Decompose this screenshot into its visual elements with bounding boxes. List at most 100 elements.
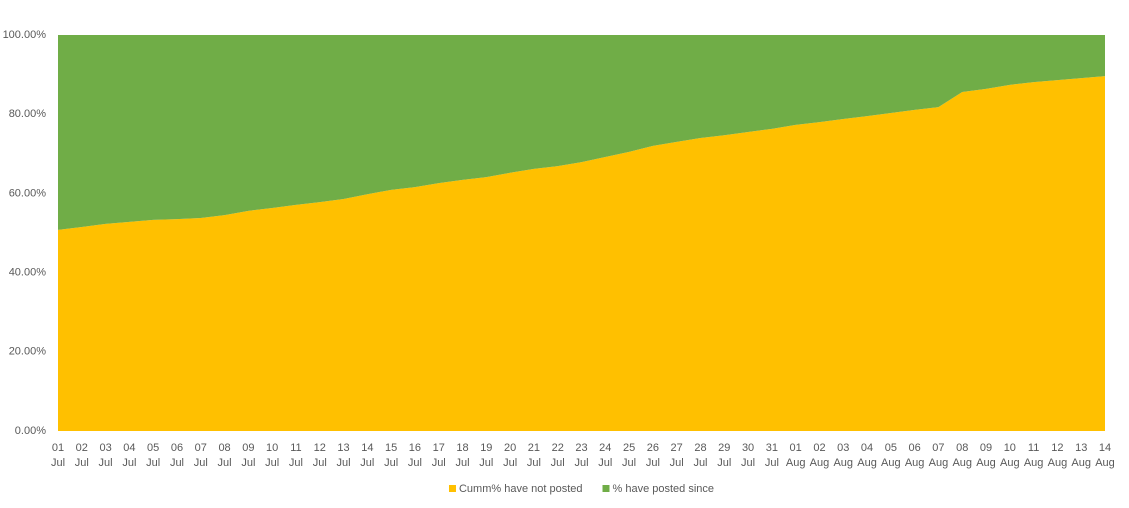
x-tick-label-line: 14 bbox=[361, 442, 373, 454]
x-tick-label: 23 Jul bbox=[574, 442, 588, 469]
x-tick-label-line: 07 bbox=[932, 442, 944, 454]
y-tick-label: 40.00% bbox=[9, 267, 47, 279]
x-tick-label-line: 03 bbox=[99, 442, 111, 454]
x-tick-label: 19 Jul bbox=[479, 442, 493, 469]
x-tick-label-line: 09 bbox=[980, 442, 992, 454]
x-tick-label-line: Aug bbox=[1024, 457, 1044, 469]
y-tick-label: 60.00% bbox=[9, 187, 47, 199]
x-tick-label-line: Aug bbox=[1071, 457, 1091, 469]
x-tick-label-line: Jul bbox=[51, 457, 65, 469]
x-tick-label-line: Jul bbox=[598, 457, 612, 469]
x-tick-label-line: Aug bbox=[881, 457, 901, 469]
x-tick-label-line: Jul bbox=[574, 457, 588, 469]
x-tick-label: 03 Jul bbox=[99, 442, 113, 469]
x-tick-label: 25 Jul bbox=[622, 442, 636, 469]
x-tick-label-line: Jul bbox=[455, 457, 469, 469]
x-tick-label: 22 Jul bbox=[551, 442, 565, 469]
x-tick-label-line: Jul bbox=[432, 457, 446, 469]
x-tick-label-line: Aug bbox=[833, 457, 853, 469]
x-tick-label: 31 Jul bbox=[765, 442, 779, 469]
x-tick-label: 11 Jul bbox=[289, 442, 303, 469]
x-tick-label-line: Jul bbox=[384, 457, 398, 469]
legend: Cumm% have not posted % have posted since bbox=[448, 483, 715, 495]
x-tick-label-line: 13 bbox=[337, 442, 349, 454]
x-tick-label: 09 Jul bbox=[241, 442, 255, 469]
x-tick-label: 21 Jul bbox=[527, 442, 541, 469]
x-tick-label-line: Aug bbox=[976, 457, 996, 469]
y-tick-label: 0.00% bbox=[15, 425, 46, 437]
x-tick-label-line: 16 bbox=[409, 442, 421, 454]
x-tick-label: 04 Aug bbox=[857, 442, 877, 469]
x-tick-label-line: 11 bbox=[290, 442, 301, 454]
x-tick-label-line: 30 bbox=[742, 442, 754, 454]
area bbox=[58, 35, 1105, 230]
x-tick-label-line: Jul bbox=[146, 457, 160, 469]
y-tick-label: 80.00% bbox=[9, 108, 47, 120]
x-tick-label-line: 22 bbox=[552, 442, 564, 454]
x-tick-label-line: Jul bbox=[527, 457, 541, 469]
x-tick-label-line: Jul bbox=[360, 457, 374, 469]
area bbox=[58, 76, 1105, 432]
x-tick-label: 12 Aug bbox=[1048, 442, 1068, 469]
x-tick-label-line: Jul bbox=[122, 457, 136, 469]
x-tick-label: 07 Aug bbox=[929, 442, 949, 469]
x-tick-label: 06 Jul bbox=[170, 442, 184, 469]
x-tick-label-line: Jul bbox=[313, 457, 327, 469]
x-tick-label-line: 08 bbox=[956, 442, 968, 454]
x-tick-label-line: 02 bbox=[813, 442, 825, 454]
x-tick-label-line: Jul bbox=[551, 457, 565, 469]
x-tick-label-line: 10 bbox=[1004, 442, 1016, 454]
x-tick-label: 08 Aug bbox=[952, 442, 972, 469]
x-tick-label: 15 Jul bbox=[384, 442, 398, 469]
x-tick-label: 16 Jul bbox=[408, 442, 422, 469]
x-tick-label: 07 Jul bbox=[194, 442, 208, 469]
y-tick-label: 100.00% bbox=[3, 29, 47, 41]
x-tick-label-line: 02 bbox=[76, 442, 88, 454]
legend-label: Cumm% have not posted bbox=[459, 483, 583, 495]
legend-swatch bbox=[602, 485, 610, 492]
x-tick-label-line: Aug bbox=[929, 457, 949, 469]
x-tick-label-line: Jul bbox=[646, 457, 660, 469]
x-tick-label: 12 Jul bbox=[313, 442, 327, 469]
y-tick-label: 20.00% bbox=[9, 346, 47, 358]
x-tick-label: 18 Jul bbox=[455, 442, 469, 469]
x-tick-label-line: Aug bbox=[1048, 457, 1068, 469]
x-tick-label-line: 25 bbox=[623, 442, 635, 454]
x-tick-label-line: 12 bbox=[314, 442, 326, 454]
x-tick-label: 03 Aug bbox=[833, 442, 853, 469]
x-tick-label-line: Aug bbox=[786, 457, 806, 469]
x-tick-label-line: 03 bbox=[837, 442, 849, 454]
x-tick-label-line: Jul bbox=[194, 457, 208, 469]
x-tick-label-line: Jul bbox=[408, 457, 422, 469]
x-tick-label: 26 Jul bbox=[646, 442, 660, 469]
x-tick-label-line: 12 bbox=[1051, 442, 1063, 454]
x-tick-label-line: 27 bbox=[671, 442, 683, 454]
x-tick-label: 28 Jul bbox=[693, 442, 707, 469]
x-tick-label-line: 15 bbox=[385, 442, 397, 454]
x-tick-label: 06 Aug bbox=[905, 442, 925, 469]
x-tick-label: 13 Jul bbox=[337, 442, 351, 469]
x-tick-label: 30 Jul bbox=[741, 442, 755, 469]
x-tick-label-line: Jul bbox=[693, 457, 707, 469]
x-tick-label-line: 06 bbox=[909, 442, 921, 454]
x-tick-label-line: Jul bbox=[765, 457, 779, 469]
x-tick-label-line: Jul bbox=[289, 457, 303, 469]
x-tick-label: 05 Jul bbox=[146, 442, 160, 469]
x-tick-label-line: Jul bbox=[265, 457, 279, 469]
legend-label: % have posted since bbox=[613, 483, 715, 495]
x-tick-label: 29 Jul bbox=[717, 442, 731, 469]
x-tick-label: 02 Aug bbox=[810, 442, 830, 469]
x-tick-label-line: 28 bbox=[694, 442, 706, 454]
x-tick-label-line: 11 bbox=[1028, 442, 1039, 454]
x-tick-label-line: Aug bbox=[905, 457, 925, 469]
x-tick-label-line: 07 bbox=[195, 442, 207, 454]
x-tick-label-line: 05 bbox=[885, 442, 897, 454]
x-tick-label: 02 Jul bbox=[75, 442, 89, 469]
x-tick-label-line: 20 bbox=[504, 442, 516, 454]
x-tick-label-line: 09 bbox=[242, 442, 254, 454]
x-tick-label-line: 19 bbox=[480, 442, 492, 454]
x-tick-label-line: 18 bbox=[456, 442, 468, 454]
x-tick-label-line: Jul bbox=[670, 457, 684, 469]
x-tick-label: 01 Jul bbox=[51, 442, 65, 469]
